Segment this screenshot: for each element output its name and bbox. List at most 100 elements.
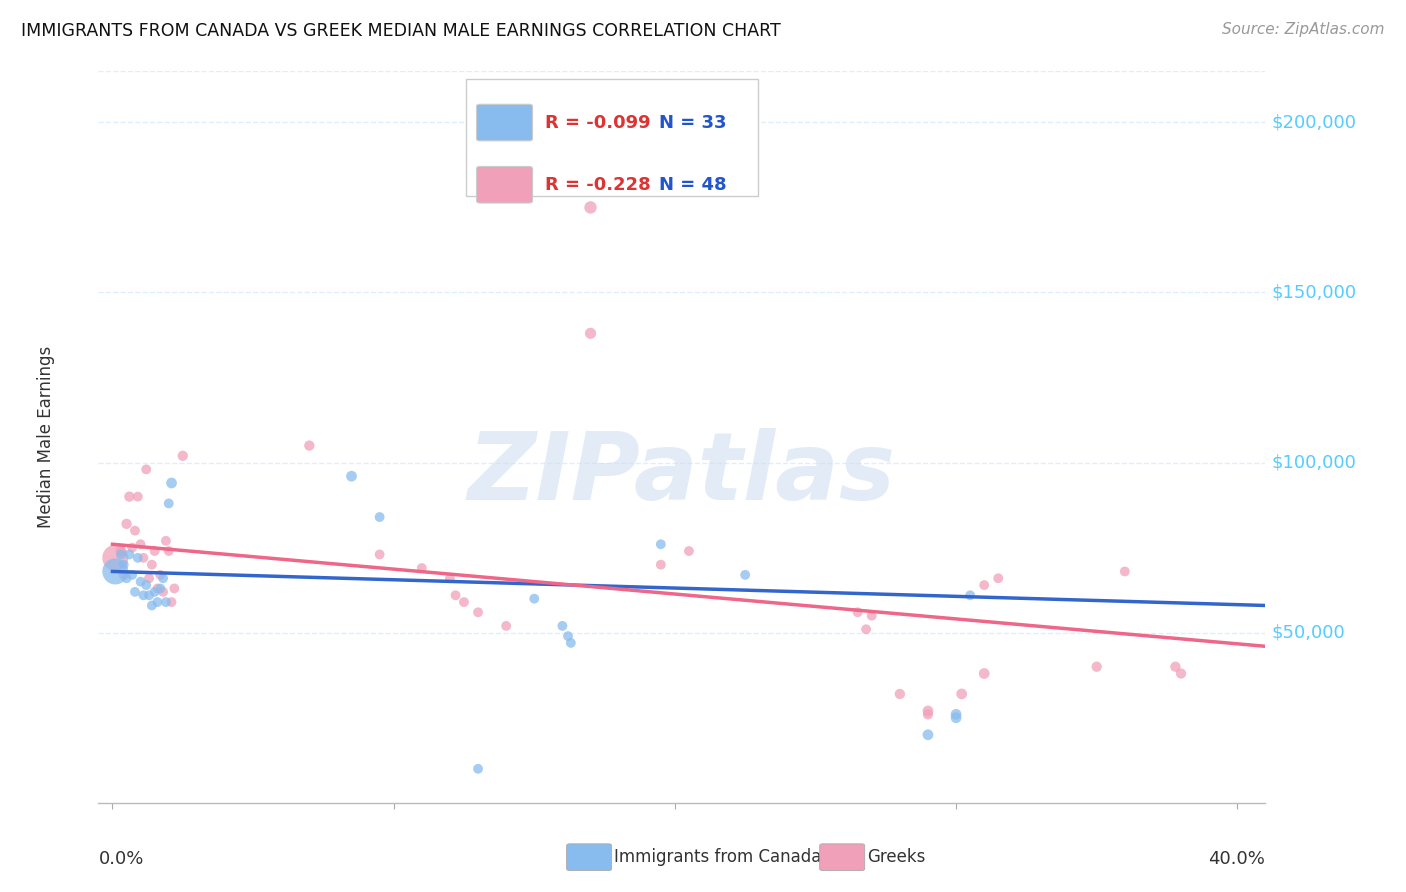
Point [129,574,152,589]
Point [121,567,143,582]
Text: $50,000: $50,000 [1271,624,1346,641]
Point [155,595,177,609]
Point [1170,666,1192,681]
Point [112,567,135,582]
Text: $100,000: $100,000 [1271,454,1357,472]
Point [110,544,132,558]
Point [368,510,391,524]
Point [132,550,155,565]
Point [917,728,939,742]
Point [551,619,574,633]
Point [950,687,973,701]
Point [129,537,152,551]
FancyBboxPatch shape [477,167,533,203]
Point [368,548,391,562]
Point [115,571,138,585]
Text: ZIPatlas: ZIPatlas [468,427,896,520]
FancyBboxPatch shape [477,104,533,141]
Point [298,439,321,453]
Point [157,544,180,558]
Point [127,490,149,504]
Text: 0.0%: 0.0% [98,850,143,868]
Point [579,201,602,215]
Point [855,622,877,636]
Text: N = 33: N = 33 [658,113,725,131]
Text: $200,000: $200,000 [1271,113,1357,131]
Point [160,475,183,490]
Point [127,550,149,565]
Text: Immigrants from Canada: Immigrants from Canada [614,848,821,866]
Point [163,582,186,596]
Point [889,687,911,701]
Point [1114,565,1136,579]
Text: $150,000: $150,000 [1271,284,1357,301]
Text: IMMIGRANTS FROM CANADA VS GREEK MEDIAN MALE EARNINGS CORRELATION CHART: IMMIGRANTS FROM CANADA VS GREEK MEDIAN M… [21,22,780,40]
Point [973,578,995,592]
Point [340,469,363,483]
Point [579,326,602,341]
Point [650,537,672,551]
Point [523,591,546,606]
Point [104,550,127,565]
Text: Greeks: Greeks [868,848,927,866]
Point [467,762,489,776]
Point [143,544,166,558]
FancyBboxPatch shape [465,78,758,195]
Point [678,544,700,558]
Point [132,588,155,602]
Point [560,636,582,650]
Point [110,548,132,562]
Text: 40.0%: 40.0% [1209,850,1265,868]
Point [143,585,166,599]
Point [444,588,467,602]
Point [734,567,756,582]
Point [121,541,143,555]
Point [860,608,883,623]
Point [495,619,517,633]
Point [945,711,967,725]
Point [987,571,1010,585]
Point [453,595,475,609]
Text: Source: ZipAtlas.com: Source: ZipAtlas.com [1222,22,1385,37]
Point [650,558,672,572]
Text: R = -0.228: R = -0.228 [546,176,651,194]
Point [118,548,141,562]
Point [135,462,157,476]
Point [146,582,169,596]
Point [973,666,995,681]
Text: N = 48: N = 48 [658,176,725,194]
Point [160,595,183,609]
Point [557,629,579,643]
Point [411,561,433,575]
Point [124,524,146,538]
Point [149,582,172,596]
Point [172,449,194,463]
Point [1085,659,1108,673]
Point [959,588,981,602]
Point [141,599,163,613]
Point [155,533,177,548]
Point [115,516,138,531]
Point [112,558,135,572]
Text: R = -0.099: R = -0.099 [546,113,651,131]
Point [439,571,461,585]
Point [118,490,141,504]
Point [104,565,127,579]
Point [1164,659,1187,673]
Point [138,571,160,585]
Point [917,704,939,718]
Point [152,571,174,585]
Point [135,578,157,592]
Point [146,595,169,609]
Point [917,707,939,722]
Point [157,496,180,510]
Point [152,585,174,599]
Point [149,567,172,582]
Point [846,605,869,619]
Point [141,558,163,572]
Point [467,605,489,619]
Point [945,707,967,722]
Point [124,585,146,599]
Text: Median Male Earnings: Median Male Earnings [37,346,55,528]
Point [138,588,160,602]
